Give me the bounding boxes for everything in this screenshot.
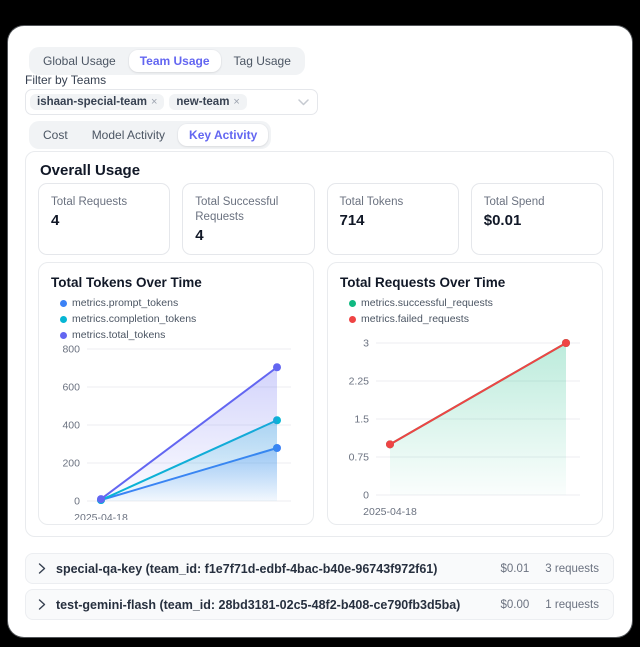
stat-value: 4 (195, 226, 204, 244)
chart-title: Total Requests Over Time (340, 275, 506, 290)
stat-value: 714 (339, 211, 365, 229)
svg-text:2025-04-18: 2025-04-18 (363, 506, 417, 518)
legend-item: metrics.completion_tokens (60, 313, 196, 325)
legend-dot-icon (60, 299, 67, 307)
stats-row: Total Requests 4 Total Successful Reques… (38, 183, 603, 255)
stat-label: Total Requests (51, 196, 128, 208)
legend-dot-icon (349, 299, 356, 307)
legend-item: metrics.prompt_tokens (60, 297, 178, 309)
key-row-requests: 3 requests (545, 562, 599, 575)
requests-line-chart: 0 0.75 1.5 2.25 3 2025-04-18 (349, 338, 580, 518)
svg-text:400: 400 (62, 420, 80, 432)
chevron-right-icon (38, 563, 46, 574)
activity-tabs: Cost Model Activity Key Activity (29, 121, 272, 149)
svg-text:2025-04-18: 2025-04-18 (74, 512, 128, 520)
svg-text:0: 0 (74, 496, 80, 508)
tab-model-activity[interactable]: Model Activity (91, 128, 166, 142)
key-row-special-qa-key[interactable]: special-qa-key (team_id: f1e7f71d-edbf-4… (25, 553, 614, 584)
key-row-title: test-gemini-flash (team_id: 28bd3181-02c… (56, 597, 461, 612)
tab-cost[interactable]: Cost (43, 128, 68, 142)
svg-text:1.5: 1.5 (354, 414, 369, 426)
svg-text:0.75: 0.75 (349, 452, 370, 464)
stat-total-requests: Total Requests 4 (38, 183, 171, 255)
legend-dot-icon (60, 315, 67, 323)
charts-row: Total Tokens Over Time metrics.prompt_to… (38, 262, 603, 525)
stat-value: 4 (51, 211, 60, 229)
legend-label: metrics.completion_tokens (72, 313, 197, 325)
stat-label: Total Tokens (339, 196, 404, 208)
key-row-spend: $0.01 (500, 562, 530, 575)
stat-total-successful-requests: Total Successful Requests 4 (182, 183, 315, 255)
legend-item: metrics.total_tokens (60, 329, 165, 341)
chart-legend: metrics.prompt_tokens metrics.completion… (51, 297, 301, 341)
remove-chip-icon[interactable]: × (233, 96, 240, 108)
legend-label: metrics.total_tokens (72, 329, 166, 341)
svg-text:600: 600 (62, 382, 80, 394)
filter-by-teams-label: Filter by Teams (25, 73, 107, 87)
legend-item: metrics.successful_requests (349, 297, 493, 309)
stat-label: Total Spend (483, 196, 545, 208)
requests-over-time-chart-card: Total Requests Over Time metrics.success… (327, 262, 603, 525)
tab-global-usage[interactable]: Global Usage (43, 54, 116, 68)
tokens-line-chart: 0 200 400 600 800 2025-04-18 (62, 344, 291, 520)
chevron-down-icon (298, 98, 309, 106)
overall-usage-title: Overall Usage (40, 162, 141, 179)
tab-tag-usage[interactable]: Tag Usage (233, 54, 291, 68)
tokens-over-time-chart-card: Total Tokens Over Time metrics.prompt_to… (38, 262, 314, 525)
chevron-right-icon (38, 599, 46, 610)
svg-text:2.25: 2.25 (349, 376, 370, 388)
svg-text:3: 3 (363, 338, 369, 350)
legend-label: metrics.failed_requests (361, 313, 469, 325)
legend-dot-icon (349, 315, 356, 323)
key-row-requests: 1 requests (545, 598, 599, 611)
team-chip[interactable]: new-team × (169, 94, 247, 110)
dashboard-panel: Global Usage Team Usage Tag Usage Filter… (8, 26, 632, 637)
tab-team-usage[interactable]: Team Usage (128, 50, 221, 72)
legend-item: metrics.failed_requests (349, 313, 493, 325)
stat-label: Total Successful Requests (195, 196, 279, 223)
tab-key-activity[interactable]: Key Activity (178, 124, 269, 146)
svg-text:800: 800 (62, 344, 80, 356)
legend-label: metrics.successful_requests (361, 297, 493, 309)
overall-usage-card: Overall Usage Total Requests 4 Total Suc… (25, 151, 614, 537)
key-row-title: special-qa-key (team_id: f1e7f71d-edbf-4… (56, 561, 438, 576)
team-chip[interactable]: ishaan-special-team × (30, 94, 165, 110)
stat-total-tokens: Total Tokens 714 (326, 183, 459, 255)
key-row-test-gemini-flash[interactable]: test-gemini-flash (team_id: 28bd3181-02c… (25, 589, 614, 620)
chart-legend: metrics.successful_requests metrics.fail… (340, 297, 590, 333)
stat-value: $0.01 (483, 211, 522, 229)
chart-title: Total Tokens Over Time (51, 275, 202, 290)
usage-scope-tabs: Global Usage Team Usage Tag Usage (29, 47, 305, 75)
team-multiselect[interactable]: ishaan-special-team × new-team × (25, 89, 318, 115)
team-chip-label: ishaan-special-team (37, 96, 147, 108)
svg-text:200: 200 (62, 458, 80, 470)
legend-label: metrics.prompt_tokens (72, 297, 179, 309)
remove-chip-icon[interactable]: × (150, 96, 158, 108)
svg-text:0: 0 (363, 490, 369, 502)
stat-total-spend: Total Spend $0.01 (470, 183, 603, 255)
key-row-spend: $0.00 (500, 598, 530, 611)
team-chip-label: new-team (176, 96, 230, 108)
legend-dot-icon (60, 331, 67, 339)
